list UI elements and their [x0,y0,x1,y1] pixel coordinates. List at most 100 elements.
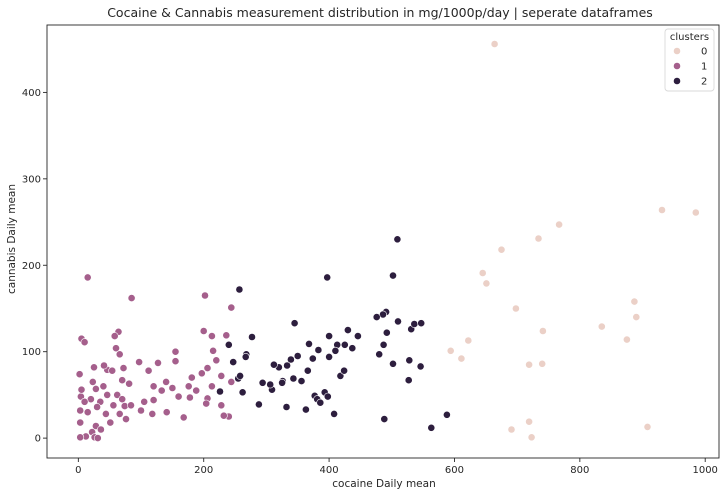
data-point-cluster-0 [497,245,506,254]
data-point-cluster-2 [325,332,333,340]
data-point-cluster-1 [222,331,231,340]
data-point-cluster-1 [154,358,162,367]
data-point-cluster-1 [92,384,100,393]
data-point-cluster-1 [99,382,108,391]
data-point-cluster-2 [380,415,389,423]
data-point-cluster-1 [202,399,211,408]
data-point-cluster-1 [108,366,117,375]
plot-frame [46,24,720,459]
plot-area [46,24,720,459]
x-tick-label: 600 [445,465,464,476]
data-point-cluster-2 [303,366,312,375]
data-point-cluster-2 [254,400,263,409]
data-point-cluster-2 [305,339,313,348]
data-point-cluster-1 [219,411,228,420]
data-point-cluster-1 [118,395,127,404]
data-point-cluster-1 [171,357,180,366]
data-point-cluster-2 [389,271,397,280]
data-point-cluster-0 [525,417,533,426]
data-point-cluster-2 [238,388,247,397]
x-tick-label: 400 [320,465,339,476]
data-point-cluster-2 [416,362,425,371]
data-point-cluster-2 [389,359,397,368]
data-point-cluster-1 [199,327,208,335]
data-point-cluster-1 [149,396,158,404]
data-point-cluster-2 [235,285,244,294]
data-point-cluster-2 [308,354,317,363]
y-tick-label: 0 [35,434,41,445]
data-point-cluster-2 [301,405,310,414]
legend-label-1: 1 [701,62,707,73]
data-point-cluster-1 [77,385,86,394]
data-point-cluster-2 [229,358,238,366]
data-point-cluster-1 [103,390,112,399]
data-point-cluster-1 [119,364,128,372]
data-point-cluster-0 [457,354,466,363]
data-point-cluster-1 [115,350,124,359]
data-point-cluster-0 [539,327,547,335]
data-point-cluster-0 [525,360,533,369]
data-point-cluster-0 [691,208,700,217]
data-point-cluster-1 [144,366,153,375]
data-point-cluster-1 [137,406,145,415]
data-point-cluster-2 [283,361,291,370]
data-point-cluster-1 [207,332,216,340]
data-point-cluster-1 [135,358,143,366]
data-point-cluster-1 [209,346,217,355]
data-point-cluster-1 [112,344,120,353]
x-axis-label: cocaine Daily mean [332,478,435,490]
data-point-cluster-1 [187,373,196,382]
legend-box [664,28,715,92]
data-point-cluster-1 [76,406,85,415]
data-point-cluster-1 [185,393,194,402]
data-point-cluster-1 [184,382,193,391]
data-point-cluster-1 [201,291,209,300]
data-point-cluster-0 [534,234,543,243]
data-point-cluster-0 [512,304,520,313]
data-point-cluster-1 [149,382,158,391]
data-point-cluster-1 [76,433,85,442]
data-point-cluster-2 [316,398,325,407]
y-axis-label: cannabis Daily mean [6,184,18,294]
data-point-cluster-2 [393,235,402,244]
legend-label-2: 2 [701,77,707,88]
data-point-cluster-1 [109,401,118,410]
axis-ticks: 0 200 400 600 800 1000 0 100 200 300 400 [22,88,718,476]
data-point-cluster-1 [125,379,134,388]
data-point-cluster-2 [375,350,384,359]
data-point-cluster-2 [427,423,436,432]
data-point-cluster-2 [290,319,299,328]
data-point-cluster-0 [446,346,455,355]
data-point-cluster-1 [106,418,115,427]
data-point-cluster-1 [140,397,149,406]
data-point-cluster-1 [162,408,171,417]
data-point-cluster-2 [286,355,295,364]
data-point-cluster-1 [217,371,226,380]
data-point-cluster-2 [372,313,381,321]
data-point-cluster-0 [538,359,547,368]
data-point-cluster-0 [632,313,641,321]
data-point-cluster-0 [507,425,516,434]
data-point-cluster-2 [282,403,291,411]
data-point-cluster-2 [325,352,333,361]
data-point-cluster-2 [379,340,388,349]
data-point-cluster-2 [353,332,362,340]
data-point-cluster-2 [323,273,332,282]
data-point-cluster-2 [269,360,278,369]
data-point-cluster-2 [442,410,451,419]
data-point-cluster-2 [331,346,340,355]
y-tick-label: 200 [22,261,41,272]
data-point-cluster-2 [382,328,391,337]
data-point-cluster-0 [623,335,631,344]
data-point-cluster-1 [110,332,119,340]
data-point-cluster-1 [168,384,177,392]
data-point-cluster-1 [88,377,97,386]
x-tick-label: 0 [75,465,81,476]
data-point-cluster-2 [405,356,414,365]
data-point-cluster-1 [100,361,108,370]
y-tick-label: 400 [22,88,41,99]
legend-title: clusters [670,32,709,43]
data-point-cluster-1 [102,409,110,418]
data-point-cluster-0 [597,322,606,331]
